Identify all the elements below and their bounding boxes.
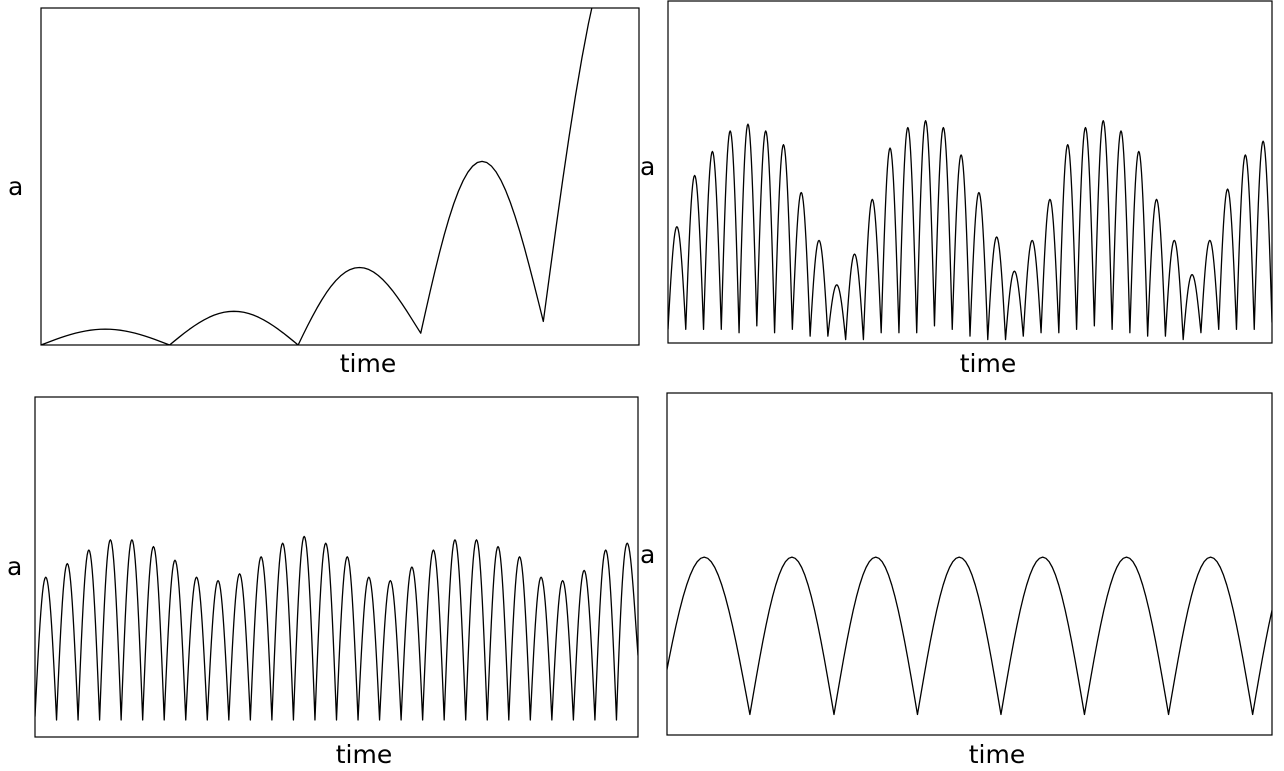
data-series-line: [667, 556, 1272, 716]
y-axis-label: a: [640, 540, 655, 569]
x-axis-label: time: [960, 349, 1016, 378]
y-axis-label: a: [7, 552, 22, 581]
y-axis-label: a: [640, 152, 655, 181]
data-series-line: [41, 8, 593, 345]
x-axis-label: time: [336, 740, 392, 769]
chart-panel-2: a time: [640, 0, 1273, 378]
plot-frame: [34, 396, 639, 738]
y-axis-label: a: [8, 172, 23, 201]
data-series-line: [35, 535, 638, 721]
x-axis-label: time: [969, 740, 1025, 769]
chart-panel-1: a time: [8, 7, 640, 378]
plot-frame: [666, 392, 1273, 736]
x-axis-label: time: [340, 349, 396, 378]
chart-panel-4: a time: [640, 392, 1273, 769]
plot-frame: [667, 0, 1273, 344]
data-series-line: [668, 120, 1272, 341]
chart-panel-3: a time: [7, 396, 639, 769]
plot-frame: [40, 7, 640, 346]
